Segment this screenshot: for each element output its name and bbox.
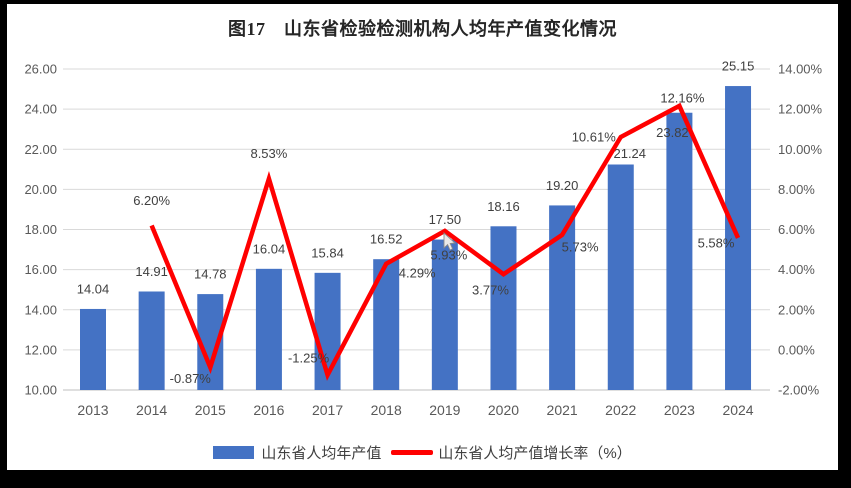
chart-canvas: 26.00 14.00% 24.00 12.00% 22.00 10.00% 20.00 8.… — [24, 59, 823, 418]
y-axis-tick-right: 8.00% — [778, 182, 815, 197]
line-value-label: 12.16% — [660, 90, 705, 105]
y-axis-tick-left: 16.00 — [24, 262, 57, 277]
line-value-label: 10.61% — [572, 130, 617, 145]
bar-2020 — [490, 226, 517, 390]
bar-value-label: 16.52 — [370, 232, 403, 247]
bar-2016 — [255, 268, 282, 390]
y-axis-tick-right: -2.00% — [778, 383, 820, 398]
y-axis-tick-left: 10.00 — [24, 383, 57, 398]
bar-value-label: 23.82 — [656, 125, 689, 140]
y-axis-tick-left: 26.00 — [24, 62, 57, 77]
chart-figure: 图17 山东省检验检测机构人均年产值变化情况 26.00 14.00% 24.00 1… — [7, 4, 838, 470]
line-value-label: -0.87% — [170, 371, 212, 386]
x-axis-label: 2019 — [429, 402, 460, 418]
legend-bar-swatch — [213, 446, 255, 459]
x-axis-label: 2021 — [547, 402, 578, 418]
line-value-label: 5.58% — [698, 235, 735, 250]
y-axis-tick-right: 4.00% — [778, 262, 815, 277]
line-value-label: 6.20% — [133, 193, 170, 208]
line-value-label: -1.25% — [288, 350, 330, 365]
bar-value-label: 14.91 — [135, 264, 168, 279]
x-axis-label: 2016 — [253, 402, 284, 418]
y-axis-tick-right: 10.00% — [778, 142, 823, 157]
bar-2019 — [431, 239, 458, 390]
legend-line-label: 山东省人均产值增长率（%） — [438, 445, 632, 462]
chart-title: 图17 山东省检验检测机构人均年产值变化情况 — [228, 19, 617, 39]
bar-value-label: 21.24 — [613, 146, 646, 161]
y-axis-tick-left: 24.00 — [24, 102, 57, 117]
y-axis-tick-left: 18.00 — [24, 222, 57, 237]
line-value-label: 5.73% — [562, 239, 599, 254]
x-axis-label: 2014 — [136, 402, 167, 418]
bar-2022 — [607, 164, 634, 390]
legend-line-swatch — [391, 450, 434, 455]
bar-2024 — [725, 86, 752, 390]
x-axis-label: 2013 — [77, 402, 108, 418]
x-axis-label: 2015 — [195, 402, 226, 418]
bar-2023 — [666, 112, 693, 390]
bar-2013 — [80, 308, 106, 390]
bar-value-label: 14.04 — [77, 281, 110, 296]
bar-value-label: 17.50 — [429, 212, 462, 227]
line-value-label: 4.29% — [399, 265, 436, 280]
y-axis-tick-right: 12.00% — [778, 102, 823, 117]
y-axis-tick-left: 14.00 — [24, 302, 57, 317]
bar-value-label: 19.20 — [546, 178, 579, 193]
x-axis-label: 2020 — [488, 402, 519, 418]
x-axis-label: 2017 — [312, 402, 343, 418]
x-axis-label: 2022 — [605, 402, 636, 418]
bar-value-label: 15.84 — [311, 245, 344, 260]
legend-bar-label: 山东省人均年产值 — [261, 445, 382, 462]
x-axis-label: 2024 — [722, 402, 753, 418]
y-axis-tick-right: 14.00% — [778, 62, 823, 77]
line-value-label: 3.77% — [472, 283, 509, 298]
growth-line — [149, 102, 741, 381]
bar-value-label: 14.78 — [194, 267, 227, 282]
y-axis-tick-left: 12.00 — [24, 342, 57, 357]
y-axis-tick-left: 22.00 — [24, 142, 57, 157]
legend: 山东省人均年产值 山东省人均产值增长率（%） — [7, 442, 838, 463]
mouse-cursor-icon — [443, 231, 457, 251]
bar-value-label: 16.04 — [253, 241, 286, 256]
x-axis-label: 2023 — [664, 402, 695, 418]
line-value-label: 8.53% — [250, 146, 287, 161]
y-axis-tick-right: 6.00% — [778, 222, 815, 237]
line-value-label: 5.93% — [430, 247, 467, 262]
x-axis-label: 2018 — [371, 402, 402, 418]
bar-value-label: 18.16 — [487, 199, 520, 214]
y-axis-tick-right: 2.00% — [778, 302, 815, 317]
y-axis-tick-left: 20.00 — [24, 182, 57, 197]
bar-2014 — [138, 291, 165, 390]
y-axis-tick-right: 0.00% — [778, 342, 815, 357]
bar-value-label: 25.15 — [722, 59, 755, 74]
